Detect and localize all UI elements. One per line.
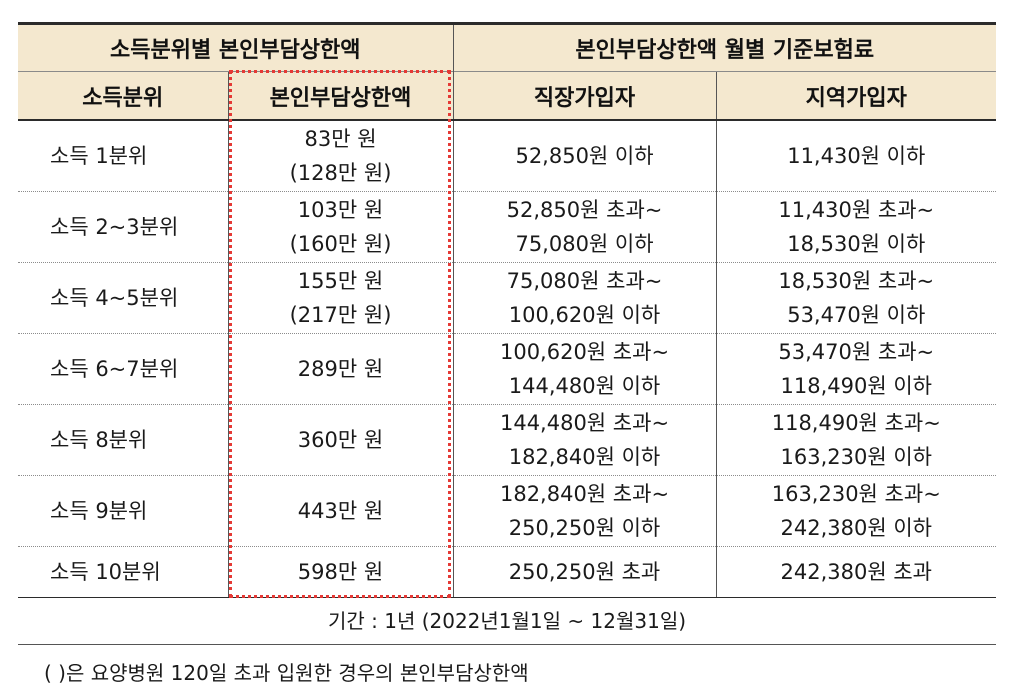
employee-premium-cell: 52,850원 이하	[452, 120, 717, 192]
income-decile-cell: 소득 6~7분위	[18, 333, 228, 405]
header-income-decile: 소득분위	[18, 71, 228, 121]
header-income-limit: 소득분위별 본인부담상한액	[18, 22, 454, 72]
table-row: 소득 1분위 83만 원 (128만 원) 52,850원 이하 11,430원 이하	[18, 120, 997, 192]
employee-premium-cell-line: 52,850원 초과~	[506, 198, 663, 222]
limit-amount-cell-line: 83만 원	[304, 127, 377, 151]
employee-premium-cell-line: 75,080원 초과~	[506, 269, 663, 293]
limit-amount-cell-line: 103만 원	[297, 198, 384, 222]
limit-amount-cell-line: (160만 원)	[289, 232, 392, 256]
employee-premium-cell: 144,480원 초과~ 182,840원 이하	[452, 404, 717, 476]
employee-premium-cell-line: 144,480원 초과~	[499, 411, 670, 435]
employee-premium-cell: 100,620원 초과~ 144,480원 이하	[452, 333, 717, 405]
limit-amount-cell-line: (128만 원)	[289, 161, 392, 185]
regional-premium-cell-line: 163,230원 초과~	[771, 482, 941, 506]
income-decile-cell: 소득 8분위	[18, 404, 228, 476]
regional-premium-cell: 53,470원 초과~ 118,490원 이하	[715, 333, 997, 405]
table-body: 소득 1분위 83만 원 (128만 원) 52,850원 이하 11,430원 이하 소…	[18, 120, 997, 598]
table-row: 소득 6~7분위 289만 원 100,620원 초과~ 144,480원 이하 53,…	[18, 333, 997, 405]
table-row: 소득 10분위 598만 원 250,250원 초과 242,380원 초과	[18, 546, 997, 598]
limit-amount-cell-line: 360만 원	[297, 428, 384, 452]
regional-premium-cell-line: 11,430원 초과~	[778, 198, 935, 222]
limit-amount-cell: 443만 원	[227, 475, 454, 547]
regional-premium-cell-line: 242,380원 초과	[780, 560, 932, 584]
limit-amount-cell: 360만 원	[227, 404, 454, 476]
regional-premium-cell: 242,380원 초과	[715, 546, 997, 598]
employee-premium-cell-line: 182,840원 이하	[508, 445, 661, 469]
limit-amount-cell-line: 155만 원	[297, 269, 384, 293]
income-decile-cell: 소득 10분위	[18, 546, 228, 598]
table-row: 소득 2~3분위 103만 원 (160만 원) 52,850원 초과~ 75,080원…	[18, 191, 997, 263]
regional-premium-cell: 118,490원 초과~ 163,230원 이하	[715, 404, 997, 476]
income-decile-cell: 소득 2~3분위	[18, 191, 228, 263]
header-limit-amount: 본인부담상한액	[227, 71, 454, 121]
regional-premium-cell-line: 18,530원 이하	[787, 232, 926, 256]
employee-premium-cell-line: 182,840원 초과~	[499, 482, 670, 506]
employee-premium-cell-line: 100,620원 초과~	[499, 340, 670, 364]
employee-premium-cell-line: 250,250원 이하	[508, 516, 661, 540]
regional-premium-cell-line: 163,230원 이하	[780, 445, 932, 469]
header-row-1: 소득분위별 본인부담상한액 본인부담상한액 월별 기준보험료	[18, 22, 997, 72]
regional-premium-cell: 18,530원 초과~ 53,470원 이하	[715, 262, 997, 334]
employee-premium-cell-line: 250,250원 초과	[508, 560, 661, 584]
employee-premium-cell-line: 75,080원 이하	[515, 232, 654, 256]
employee-premium-cell: 250,250원 초과	[452, 546, 717, 598]
income-decile-cell: 소득 4~5분위	[18, 262, 228, 334]
period-text: 기간 : 1년 (2022년1월1일 ~ 12월31일)	[18, 598, 996, 645]
limit-amount-cell-line: 443만 원	[297, 499, 384, 523]
regional-premium-cell-line: 118,490원 이하	[780, 374, 932, 398]
limit-amount-cell: 155만 원 (217만 원)	[227, 262, 454, 334]
employee-premium-cell: 182,840원 초과~ 250,250원 이하	[452, 475, 717, 547]
limit-amount-cell: 598만 원	[227, 546, 454, 598]
limit-amount-cell: 289만 원	[227, 333, 454, 405]
regional-premium-cell: 163,230원 초과~ 242,380원 이하	[715, 475, 997, 547]
table-row: 소득 4~5분위 155만 원 (217만 원) 75,080원 초과~ 100,620…	[18, 262, 997, 334]
employee-premium-cell: 75,080원 초과~ 100,620원 이하	[452, 262, 717, 334]
limit-amount-cell: 83만 원 (128만 원)	[227, 120, 454, 192]
header-monthly-premium: 본인부담상한액 월별 기준보험료	[452, 22, 997, 72]
table-row: 소득 9분위 443만 원 182,840원 초과~ 250,250원 이하 163,2…	[18, 475, 997, 547]
limit-amount-cell-line: (217만 원)	[289, 303, 392, 327]
regional-premium-cell-line: 242,380원 이하	[780, 516, 932, 540]
income-decile-cell: 소득 9분위	[18, 475, 228, 547]
regional-premium-cell: 11,430원 초과~ 18,530원 이하	[715, 191, 997, 263]
header-regional-subscriber: 지역가입자	[715, 71, 997, 121]
regional-premium-cell-line: 53,470원 이하	[787, 303, 926, 327]
regional-premium-cell-line: 18,530원 초과~	[778, 269, 935, 293]
limit-amount-cell-line: 289만 원	[297, 357, 384, 381]
regional-premium-cell-line: 11,430원 이하	[787, 144, 926, 168]
table-row: 소득 8분위 360만 원 144,480원 초과~ 182,840원 이하 118,4…	[18, 404, 997, 476]
regional-premium-cell-line: 53,470원 초과~	[778, 340, 935, 364]
document: 소득분위별 본인부담상한액 본인부담상한액 월별 기준보험료 소득분위 본인부담…	[18, 22, 997, 686]
income-limit-table: 소득분위별 본인부담상한액 본인부담상한액 월별 기준보험료 소득분위 본인부담…	[18, 22, 997, 598]
employee-premium-cell: 52,850원 초과~ 75,080원 이하	[452, 191, 717, 263]
footnote: ( )은 요양병원 120일 초과 입원한 경우의 본인부담상한액	[44, 661, 529, 685]
limit-amount-cell-line: 598만 원	[297, 560, 384, 584]
employee-premium-cell-line: 52,850원 이하	[515, 144, 654, 168]
header-employee-subscriber: 직장가입자	[452, 71, 717, 121]
income-decile-cell: 소득 1분위	[18, 120, 228, 192]
employee-premium-cell-line: 100,620원 이하	[508, 303, 661, 327]
employee-premium-cell-line: 144,480원 이하	[508, 374, 661, 398]
regional-premium-cell-line: 118,490원 초과~	[771, 411, 941, 435]
header-row-2: 소득분위 본인부담상한액 직장가입자 지역가입자	[18, 71, 997, 121]
regional-premium-cell: 11,430원 이하	[715, 120, 997, 192]
limit-amount-cell: 103만 원 (160만 원)	[227, 191, 454, 263]
